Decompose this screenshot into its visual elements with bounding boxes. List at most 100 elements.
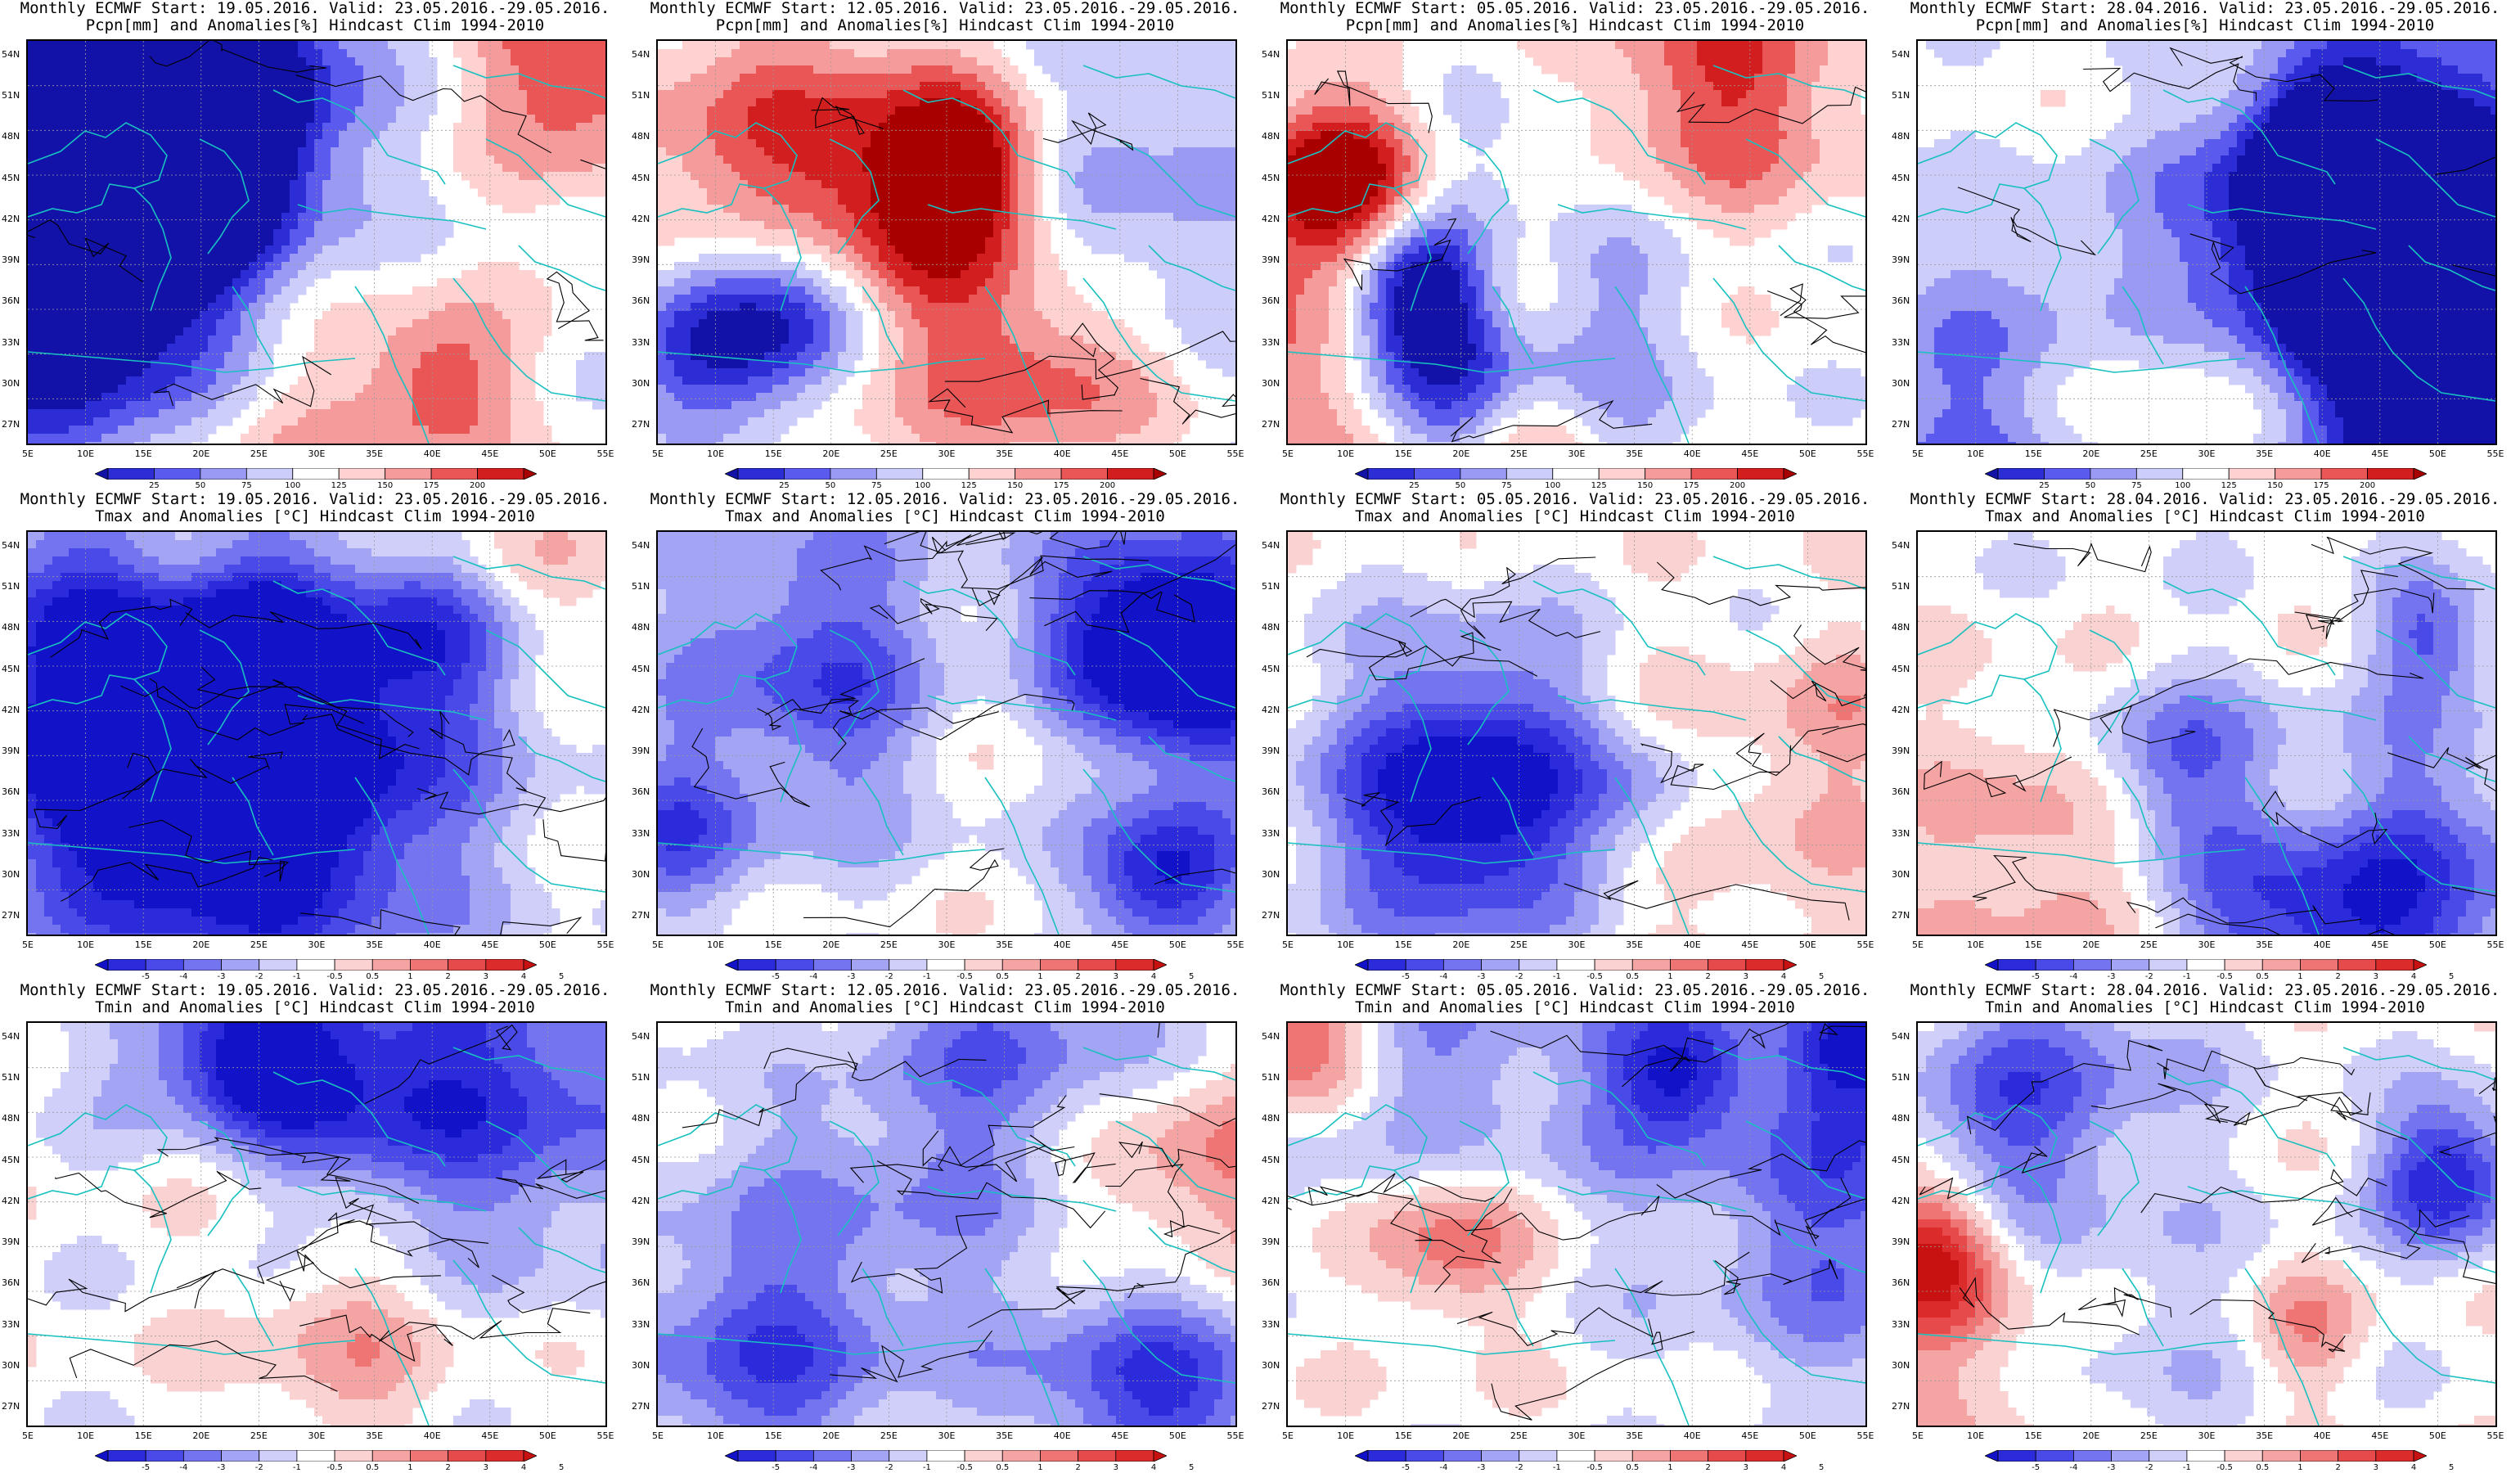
contour-line	[1343, 792, 1481, 847]
colorbar-label: -3	[1478, 1463, 1486, 1472]
contour-line	[1127, 1230, 1235, 1299]
contour-line	[2311, 1196, 2495, 1285]
colorbar-swatch	[2035, 959, 2074, 971]
map-area	[1916, 530, 2497, 936]
colorbar-swatch	[1078, 1450, 1117, 1462]
contour-line	[2253, 1067, 2371, 1116]
coastline	[2187, 204, 2377, 230]
colorbar-label: -4	[1439, 1463, 1447, 1472]
colorbar-label: 1	[2297, 972, 2302, 981]
latitude-label: 42N	[2, 1196, 20, 1206]
colorbar-label: 25	[779, 481, 790, 490]
colorbar	[1355, 959, 1797, 971]
coastline	[1918, 842, 2246, 864]
colorbar-swatch	[1556, 1450, 1595, 1462]
colorbar-swatch	[2186, 959, 2225, 971]
colorbar-swatch	[1783, 468, 1797, 480]
coastline	[927, 695, 1117, 721]
colorbar-label: -2	[255, 972, 263, 981]
panel-title: Monthly ECMWF Start: 05.05.2016. Valid: …	[1260, 0, 1890, 34]
colorbar-swatch	[1997, 468, 2045, 480]
colorbar-label: 5	[1189, 1463, 1194, 1472]
coastline	[1918, 351, 2246, 373]
longitude-label: 40E	[1054, 448, 1071, 459]
latitude-label: 51N	[1262, 581, 1280, 592]
coastline	[862, 1268, 904, 1347]
contour-line	[1450, 399, 1653, 443]
colorbar-container	[725, 959, 1167, 971]
latitude-label: 27N	[2, 910, 20, 921]
colorbar-swatch	[1598, 468, 1646, 480]
contour-line	[1288, 1173, 1495, 1210]
longitude-label: 15E	[765, 1430, 782, 1441]
colorbar-label: -0.5	[1586, 1463, 1603, 1472]
colorbar-swatch	[2182, 468, 2230, 480]
latitude-label: 51N	[632, 581, 650, 592]
contour-line	[2219, 1095, 2407, 1141]
coastline	[2342, 768, 2495, 893]
longitude-label: 55E	[1857, 1430, 1874, 1441]
latitude-label: 36N	[632, 295, 650, 306]
longitude-label: 5E	[1912, 939, 1924, 950]
latitude-label: 45N	[1892, 173, 1910, 183]
colorbar-swatch	[889, 1450, 928, 1462]
latitude-label: 48N	[1892, 1113, 1910, 1124]
panel-title: Monthly ECMWF Start: 28.04.2016. Valid: …	[1890, 982, 2520, 1016]
colorbar-swatch	[523, 1450, 537, 1462]
coastline	[984, 777, 1060, 935]
colorbar	[725, 959, 1167, 971]
colorbar-label: -3	[848, 972, 856, 981]
colorbar-swatch	[485, 959, 524, 971]
contour-line	[1154, 868, 1235, 885]
colorbar-swatch	[410, 1450, 449, 1462]
longitude-label: 45E	[1741, 939, 1758, 950]
coastline	[658, 1333, 986, 1355]
colorbar-label: 5	[1189, 972, 1194, 981]
longitude-label: 30E	[1568, 1430, 1586, 1441]
colorbar-label: 100	[2175, 481, 2190, 490]
map-area	[656, 39, 1237, 445]
longitude-label: 5E	[1912, 448, 1924, 459]
panel-title-line1: Monthly ECMWF Start: 19.05.2016. Valid: …	[0, 982, 630, 999]
latitude-label: 30N	[632, 378, 650, 389]
colorbar-swatch	[2300, 1450, 2339, 1462]
longitude-label: 30E	[938, 1430, 956, 1441]
latitude-label: 36N	[1262, 786, 1280, 797]
latitude-label: 45N	[2, 173, 20, 183]
colorbar-swatch	[1078, 959, 1117, 971]
longitude-label: 50E	[539, 939, 556, 950]
map-area	[1286, 1021, 1867, 1427]
colorbar-swatch	[145, 959, 184, 971]
contour-line	[185, 611, 422, 650]
colorbar-swatch	[145, 1450, 184, 1462]
colorbar-swatch	[775, 959, 814, 971]
coastline	[2162, 1071, 2336, 1167]
latitude-label: 51N	[1262, 90, 1280, 101]
coastline	[452, 768, 605, 893]
longitude-label: 40E	[424, 448, 441, 459]
latitude-label: 54N	[1262, 49, 1280, 60]
coastline	[1115, 629, 1235, 709]
colorbar-swatch	[334, 959, 373, 971]
colorbar-swatch	[775, 1450, 814, 1462]
coastline	[485, 629, 605, 709]
colorbar-label: -3	[1478, 972, 1486, 981]
colorbar-swatch	[2111, 959, 2150, 971]
colorbar-label: 175	[1684, 481, 1699, 490]
coastline	[485, 138, 605, 218]
colorbar-label: 175	[424, 481, 439, 490]
latitude-label: 30N	[1892, 1360, 1910, 1371]
longitude-label: 20E	[2082, 939, 2099, 950]
coastline	[452, 277, 605, 402]
map-area	[26, 39, 607, 445]
colorbar-swatch	[2044, 468, 2091, 480]
colorbar-swatch	[1153, 1450, 1167, 1462]
latitude-label: 36N	[2, 1277, 20, 1288]
colorbar-label: -3	[218, 972, 226, 981]
coastline	[1557, 695, 1747, 721]
colorbar-label: 3	[1744, 972, 1748, 981]
colorbar-swatch	[296, 959, 335, 971]
coastline	[2244, 777, 2320, 935]
longitude-label: 30E	[2198, 448, 2216, 459]
colorbar-label: 125	[961, 481, 977, 490]
